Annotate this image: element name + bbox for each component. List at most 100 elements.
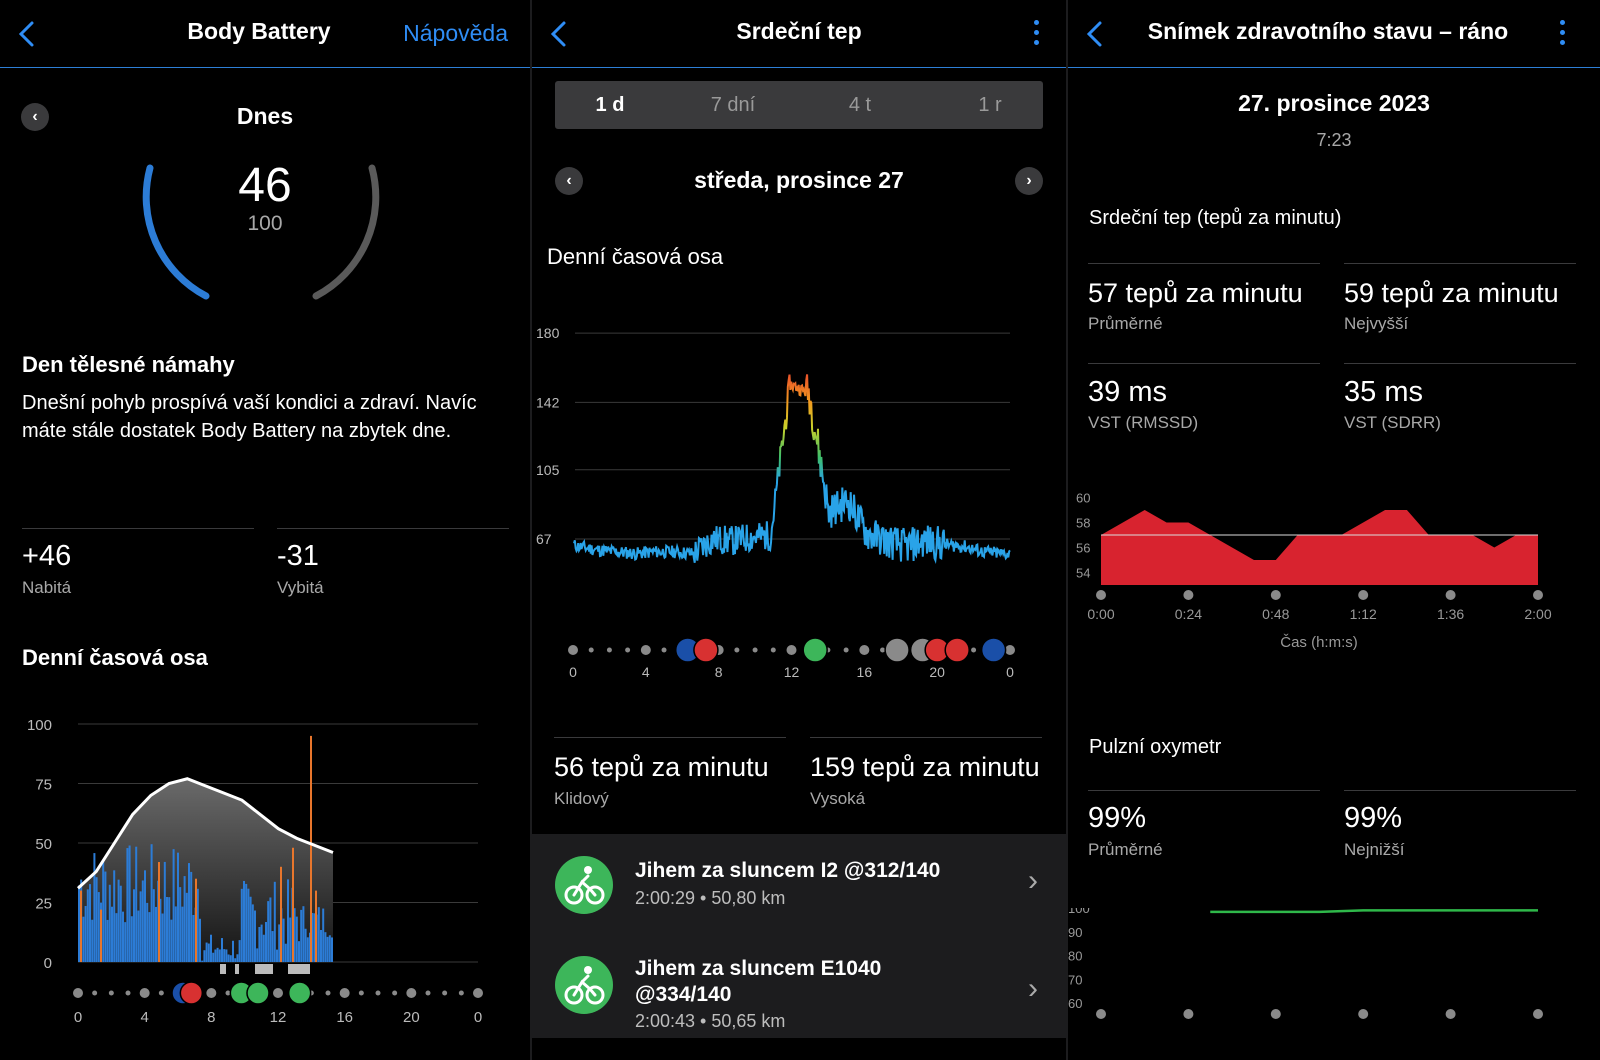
back-chevron-icon[interactable] [548,20,570,48]
stress-bar [216,947,219,962]
battery-gauge [142,164,380,300]
y-tick-label: 70 [1068,972,1082,987]
stress-bar [174,906,177,962]
battery-gauge-fill [142,164,210,300]
y-tick-label: 25 [35,896,52,913]
previous-day-button[interactable]: ‹ [21,103,49,131]
stress-bar [221,938,223,962]
y-tick-label: 75 [35,777,52,794]
back-chevron-icon[interactable] [16,20,38,48]
axis-dot [1183,1009,1194,1019]
walk-icon [884,637,910,663]
help-link[interactable]: Nápověda [403,20,508,46]
x-tick-label: 0 [474,1009,482,1026]
tab-1y[interactable]: 1 r [978,94,1002,116]
stress-bar [144,870,146,962]
axis-dot [1270,1009,1281,1019]
x-tick-label: 2:00 [1524,606,1551,622]
cycling-icon [555,956,613,1014]
stress-bar [89,884,91,962]
avg-hr-label: Průměrné [1088,314,1163,333]
stress-bar [278,924,281,962]
heart-rate-chart: 180 142 105 67 0 4 8 12 16 20 0 [536,325,1015,680]
stress-bar [207,943,210,962]
timeline-dot [375,990,381,996]
sleep-segment [288,964,310,974]
stress-bar [141,880,144,962]
timeline-dot [734,647,740,653]
activity-subtitle: 2:00:43 • 50,65 km [635,1011,786,1031]
stress-bar [119,885,122,962]
tab-4w[interactable]: 4 t [848,94,872,116]
stress-bar [115,913,118,962]
timeline-dot [442,990,448,996]
stress-bar [108,884,111,962]
back-chevron-icon[interactable] [1084,20,1106,48]
stress-bar [97,892,100,962]
next-day-button[interactable]: › [1015,167,1043,195]
charged-value: +46 [22,540,72,572]
snapshot-header: Snímek zdravotního stavu – ráno [1068,0,1600,68]
timeline-dot [206,988,217,998]
y-tick-label: 100 [27,717,52,734]
tab-1d[interactable]: 1 d [595,94,625,116]
page-title: Body Battery [187,18,331,44]
x-tick-label: 0:48 [1262,606,1289,622]
y-tick-label: 67 [536,531,552,547]
stress-bar [227,954,230,962]
stress-bar [201,960,204,962]
activity-title: Jihem za sluncem E1040 @334/140 [635,957,882,1006]
x-tick-label: 0:24 [1175,606,1202,622]
page-title: Srdeční tep [736,18,862,44]
stress-bar [139,891,142,962]
stress-bar [251,904,254,962]
stress-bar [152,889,155,962]
tab-7d[interactable]: 7 dní [710,94,756,116]
activity-stress-bar [292,847,294,962]
stress-bar [172,849,175,962]
battery-level-area [78,778,333,962]
sleep-icon [980,637,1007,663]
stress-bar [212,952,215,962]
battery-value: 46 [238,159,292,212]
more-options-icon[interactable] [1032,20,1040,50]
cycling-icon [802,637,828,663]
stress-bar [159,898,162,962]
more-options-icon[interactable] [1558,20,1566,50]
stress-bar [150,844,153,962]
stress-bar [133,889,135,962]
heart-rate-panel: Srdeční tep 1 d 7 dní 4 t 1 r ‹ středa, … [532,0,1066,1060]
sleep-segment [220,964,226,974]
summary-title: Den tělesné námahy [22,352,235,377]
x-tick-label: 12 [270,1009,287,1026]
stress-bar [166,897,168,962]
y-tick-label: 56 [1076,541,1090,556]
pulse-ox-chart: 100 90 80 70 60 [1068,908,1543,1019]
date-label: středa, prosince 27 [694,167,904,193]
stress-bar [260,924,263,962]
stress-bar [322,908,325,962]
axis-dot [1096,1009,1106,1019]
timeline-dot [1005,645,1015,655]
timeline-dot [458,990,464,996]
stress-bar [82,916,85,962]
stress-bar [161,913,164,962]
stress-bar [304,928,307,962]
stress-bar [265,922,267,962]
x-tick-label: 1:36 [1437,606,1464,622]
stress-bar [111,906,113,962]
stress-bar [190,871,193,962]
body-battery-chart: 100 75 50 25 0 0 4 8 12 16 20 0 [27,717,483,1026]
timeline-dot [108,990,114,996]
stress-bar [289,917,292,962]
timeline-dot [661,647,667,653]
axis-dot [1270,590,1281,600]
drained-value: -31 [277,540,319,572]
activity-stress-bar [310,735,312,962]
previous-day-button[interactable]: ‹ [555,167,583,195]
activity-subtitle: 2:00:29 • 50,80 km [635,888,786,908]
timeline-dot [425,990,431,996]
resting-hr-value: 56 tepů za minutu [554,752,769,782]
stress-bar [146,902,149,962]
stress-bar [320,929,322,962]
